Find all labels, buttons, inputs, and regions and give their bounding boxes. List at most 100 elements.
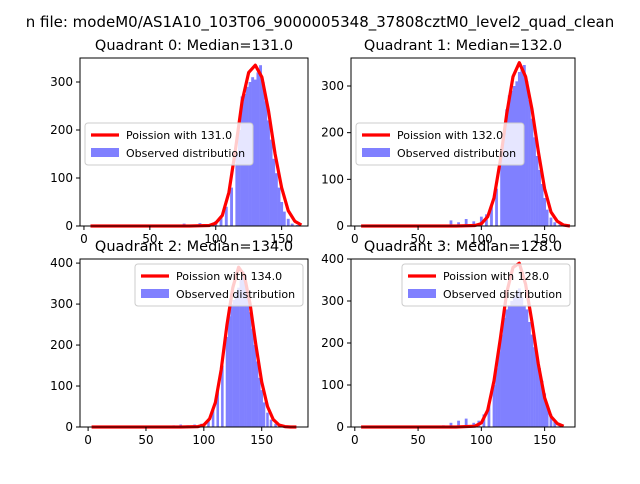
x-tick-label: 150: [270, 232, 293, 246]
histogram-bar: [530, 334, 534, 427]
histogram-bar: [464, 418, 468, 427]
legend-box: [134, 263, 304, 307]
histogram-bar: [530, 118, 534, 226]
legend-label: Observed distribution: [397, 147, 516, 160]
histogram-bar: [274, 173, 278, 226]
histogram-bar: [232, 299, 236, 427]
legend-box: [355, 122, 525, 166]
histogram-bar: [269, 419, 273, 427]
x-tick-label: 150: [250, 433, 273, 447]
histogram-bar: [497, 351, 501, 427]
histogram-bar: [207, 418, 210, 427]
y-tick-label: 200: [50, 123, 73, 137]
histogram-bar: [266, 412, 269, 427]
histogram-bar: [502, 317, 506, 427]
subplot-1: Quadrant 1: Median=132.0 0 50 100 150 0 100 200…: [321, 38, 576, 246]
legend-hist-swatch: [91, 148, 119, 157]
histogram-bar: [510, 301, 514, 427]
legend-label: Poission with 134.0: [176, 270, 282, 283]
histogram-bar: [272, 158, 276, 226]
histogram-bar: [449, 422, 453, 427]
histogram-bar: [235, 154, 239, 226]
histogram-bar: [290, 223, 294, 226]
histogram-bar: [237, 287, 240, 427]
y-tick-label: 300: [50, 75, 73, 89]
histogram-bar: [538, 170, 541, 226]
histogram-bar: [449, 220, 453, 226]
histogram-bar: [286, 218, 290, 226]
legend-label: Poission with 132.0: [397, 129, 503, 142]
y-tick-label: 0: [65, 420, 73, 434]
histogram-bar: [528, 100, 531, 226]
histogram-bar: [248, 312, 252, 427]
y-tick-label: 0: [65, 219, 73, 233]
histogram-bar: [487, 403, 491, 427]
x-tick-label: 50: [410, 433, 425, 447]
histogram-bar: [549, 217, 553, 226]
histogram-bar: [495, 188, 498, 226]
histogram-bar: [219, 216, 223, 226]
histogram-bar: [253, 79, 257, 226]
legend-box: [84, 122, 254, 166]
histogram-bar: [241, 271, 245, 427]
histogram-bar: [515, 292, 519, 427]
plot-frame: [79, 258, 309, 428]
histogram-bar: [277, 187, 281, 226]
legend: Poission with 131.0 Observed distribution: [84, 122, 254, 166]
histogram-bar: [259, 65, 263, 226]
histogram-bar: [260, 390, 263, 427]
figure-suptitle: n file: modeM0/AS1A10_103T06_9000005348_…: [26, 13, 615, 32]
plot-frame: [350, 57, 576, 227]
x-tick-label: 50: [142, 232, 157, 246]
x-tick-label: 150: [533, 433, 556, 447]
y-tick-label: 300: [50, 297, 73, 311]
histogram-bar: [507, 305, 511, 427]
histogram-bar: [211, 408, 215, 427]
histogram-bar: [495, 368, 498, 427]
histogram-bar: [505, 109, 509, 226]
subplot-title: Quadrant 0: Median=131.0: [95, 38, 293, 54]
y-tick-label: 100: [50, 379, 73, 393]
legend-hist-swatch: [408, 289, 436, 298]
y-tick-label: 0: [336, 420, 344, 434]
x-tick-label: 50: [138, 433, 153, 447]
histogram-bar: [502, 132, 506, 226]
histogram-bar: [216, 390, 219, 427]
legend-label: Observed distribution: [126, 147, 245, 160]
legend-label: Observed distribution: [443, 288, 562, 301]
histogram-bar: [251, 328, 254, 427]
histogram-bar: [234, 291, 238, 427]
subplot-0: Quadrant 0: Median=131.0 0 50 100 150 0 100 200…: [50, 38, 309, 246]
x-tick-label: 150: [533, 232, 556, 246]
histogram-bar: [221, 365, 224, 427]
legend-hist-swatch: [141, 289, 169, 298]
histogram-bar: [545, 406, 549, 427]
histogram-bar: [230, 304, 233, 427]
histogram-bar: [255, 361, 259, 427]
histogram-bar: [258, 377, 261, 427]
y-tick-label: 300: [321, 79, 344, 93]
histogram-bar: [262, 402, 266, 427]
histogram-bar: [522, 305, 526, 427]
histogram-bar: [239, 279, 243, 427]
histogram-bar: [244, 275, 247, 427]
x-tick-label: 100: [192, 433, 215, 447]
histogram-bar: [274, 423, 277, 427]
subplot-grid: Quadrant 0: Median=131.0 0 50 100 150 0 100 200…: [50, 38, 576, 447]
histogram-bar: [282, 211, 286, 226]
histogram-bar: [535, 355, 539, 427]
histogram-bar: [540, 184, 544, 226]
histogram-bar: [533, 347, 536, 427]
legend-label: Observed distribution: [176, 288, 295, 301]
x-tick-label: 0: [80, 232, 88, 246]
subplot-3: Quadrant 3: Median=128.0 0 50 100 150 0 100 200…: [321, 239, 576, 447]
y-tick-label: 400: [50, 256, 73, 270]
subplot-2: Quadrant 2: Median=134.0 0 50 100 150 0 100 200…: [50, 239, 309, 447]
y-tick-label: 400: [321, 252, 344, 266]
legend-label: Poission with 131.0: [126, 129, 232, 142]
poisson-curve: [90, 63, 303, 228]
histogram-bar: [543, 198, 547, 226]
histogram-bar: [558, 224, 562, 226]
histogram-bar: [464, 219, 468, 226]
legend: Poission with 134.0 Observed distribution: [134, 263, 304, 307]
